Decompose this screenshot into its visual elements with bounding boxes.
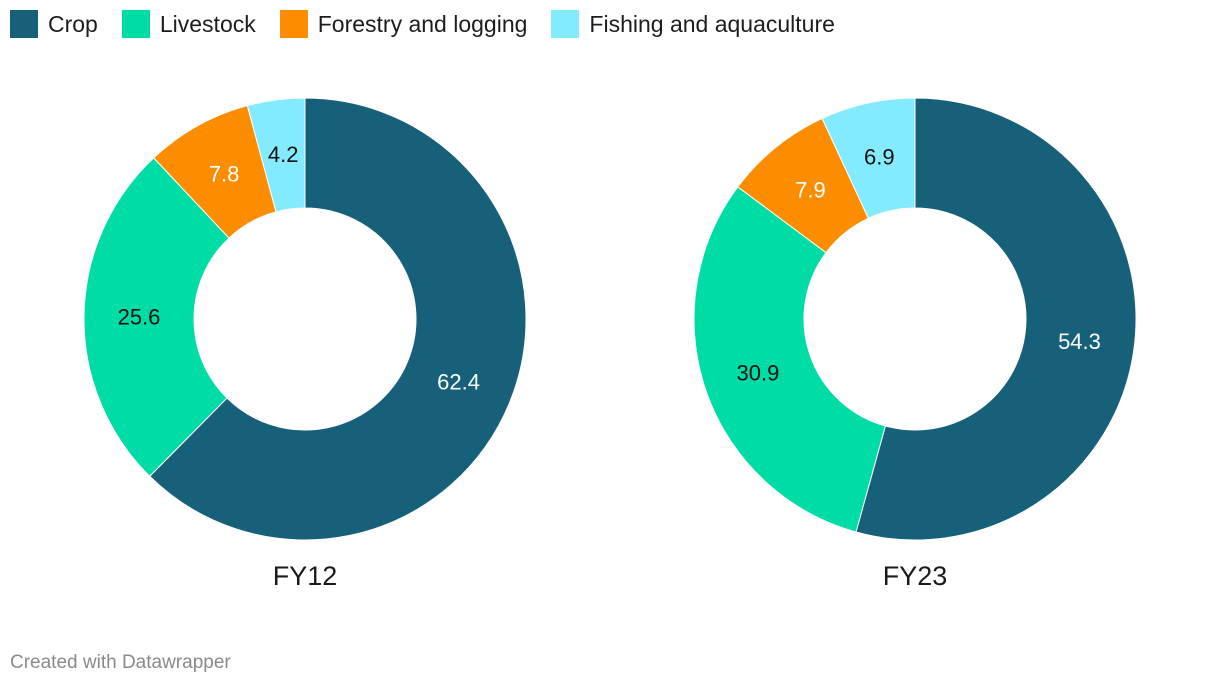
legend-label-forestry: Forestry and logging — [317, 10, 528, 37]
slice-fishing-fy12 — [246, 97, 306, 213]
legend-item-crop: Crop — [10, 10, 98, 38]
value-label-crop-fy12: 62.4 — [437, 370, 480, 395]
value-label-fishing-fy23: 6.9 — [864, 144, 895, 169]
value-label-livestock-fy12: 25.6 — [118, 304, 161, 329]
chart-title-fy12: FY12 — [273, 561, 338, 591]
slice-crop-fy23 — [855, 97, 1137, 541]
legend-swatch-crop — [10, 10, 38, 38]
value-label-fishing-fy12: 4.2 — [268, 142, 299, 167]
slice-fishing-fy23 — [821, 97, 916, 219]
legend-label-crop: Crop — [48, 10, 98, 37]
legend-item-livestock: Livestock — [121, 10, 256, 38]
value-label-crop-fy23: 54.3 — [1058, 329, 1101, 354]
legend-swatch-livestock — [121, 10, 150, 38]
value-label-forestry-fy23: 7.9 — [795, 178, 826, 203]
legend-swatch-fishing — [551, 10, 580, 38]
donut-fy12: 62.4 25.6 7.8 4.2 FY12 — [83, 97, 527, 591]
legend: Crop Livestock Forestry and logging Fish… — [10, 9, 859, 39]
footer-credit: Created with Datawrapper — [10, 652, 231, 673]
legend-label-livestock: Livestock — [159, 10, 256, 37]
slice-crop-fy12 — [149, 97, 527, 541]
value-label-livestock-fy23: 30.9 — [737, 360, 780, 385]
legend-item-forestry: Forestry and logging — [279, 10, 528, 38]
slice-livestock-fy12 — [83, 157, 230, 477]
legend-label-fishing: Fishing and aquaculture — [589, 10, 835, 37]
legend-item-fishing: Fishing and aquaculture — [551, 10, 835, 38]
slice-livestock-fy23 — [693, 186, 886, 533]
chart-title-fy23: FY23 — [883, 561, 948, 591]
value-label-forestry-fy12: 7.8 — [209, 162, 240, 187]
legend-swatch-forestry — [279, 10, 308, 38]
donut-fy23: 54.3 30.9 7.9 6.9 FY23 — [693, 97, 1137, 591]
